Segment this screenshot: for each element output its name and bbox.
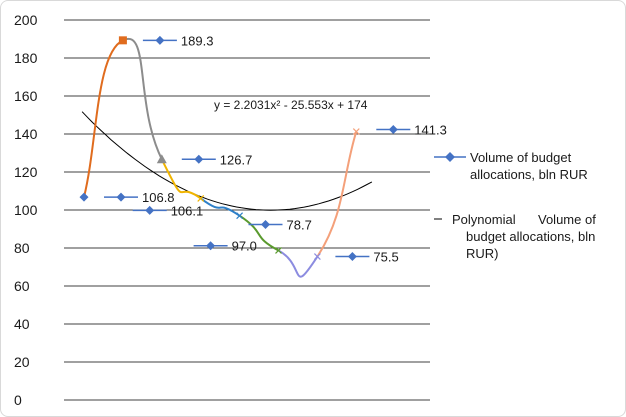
- data-point: [352, 128, 360, 135]
- data-label-marker: [194, 154, 204, 164]
- data-point: [197, 194, 205, 202]
- data-label: 126.7: [220, 152, 253, 167]
- y-tick-label: 160: [14, 88, 38, 104]
- data-label: 97.0: [232, 239, 257, 254]
- y-tick-label: 40: [14, 316, 30, 332]
- series-segment: [316, 131, 358, 258]
- y-tick-label: 100: [14, 202, 38, 218]
- data-label: 106.8: [142, 190, 175, 205]
- legend-trend-label-2: Volume of budget allocations, bln RUR): [466, 212, 596, 261]
- y-tick-label: 60: [14, 278, 30, 294]
- data-label-marker: [155, 35, 165, 45]
- series-segment: [239, 214, 279, 252]
- series-segment: [200, 197, 241, 217]
- legend-trend-label-1: Polynomial: [452, 212, 516, 227]
- data-label-marker: [388, 125, 398, 135]
- data-label-marker: [261, 219, 270, 229]
- data-point: [313, 253, 321, 260]
- y-tick-label: 180: [14, 50, 38, 66]
- data-label-marker: [116, 192, 126, 202]
- legend-trend-marker: [434, 218, 442, 220]
- data-label: 106.1: [171, 203, 204, 218]
- data-point: [118, 36, 127, 45]
- data-label-marker: [206, 241, 216, 251]
- y-tick-label: 120: [14, 164, 38, 180]
- series-segment: [160, 158, 202, 200]
- y-tick-label: 20: [14, 354, 30, 370]
- data-label: 75.5: [373, 250, 398, 265]
- data-label-marker: [145, 205, 155, 215]
- y-tick-label: 140: [14, 126, 38, 142]
- data-label: 78.7: [287, 217, 312, 232]
- series-segment: [278, 249, 319, 278]
- series-segment: [122, 37, 163, 160]
- data-point: [156, 154, 167, 164]
- trendline: [81, 111, 373, 211]
- y-tick-label: 0: [14, 392, 22, 408]
- data-point: [275, 247, 282, 254]
- legend-series-label: Volume of budget allocations, bln RUR: [470, 150, 588, 182]
- data-label-marker: [347, 252, 357, 262]
- data-point: [79, 192, 89, 202]
- data-label: 189.3: [181, 33, 214, 48]
- trendline-equation: y = 2.2031x² - 25.553x + 174: [214, 98, 368, 112]
- y-tick-label: 200: [14, 12, 38, 28]
- series-segment: [83, 39, 124, 198]
- data-point: [236, 212, 244, 220]
- y-tick-label: 80: [14, 240, 30, 256]
- data-label: 141.3: [414, 123, 447, 138]
- legend-series-marker: [434, 152, 466, 162]
